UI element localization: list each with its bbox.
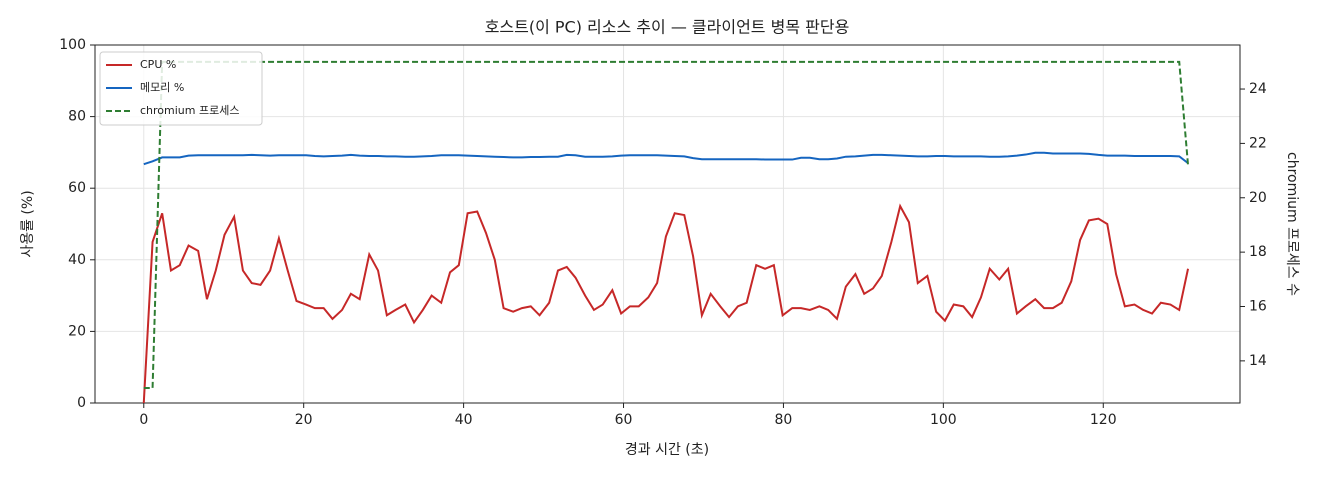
x-tick-label: 20 (295, 412, 313, 428)
y2-tick-label: 18 (1249, 244, 1267, 260)
plot-frame (94, 44, 1241, 404)
x-tick-label: 100 (930, 412, 957, 428)
series-line (142, 203, 1190, 404)
y2-tick-label: 14 (1249, 353, 1267, 369)
x-tick-label: 120 (1090, 412, 1117, 428)
y2-tick-label: 20 (1249, 190, 1267, 206)
y-tick-label: 40 (68, 252, 86, 268)
x-tick-label: 80 (775, 412, 793, 428)
y-tick-label: 20 (68, 323, 86, 339)
series-line (143, 60, 1190, 390)
chart-title: 호스트(이 PC) 리소스 추이 — 클라이언트 병목 판단용 (485, 18, 850, 37)
x-tick-label: 0 (139, 412, 148, 428)
y-tick-label: 60 (68, 180, 86, 196)
y-tick-label: 80 (68, 109, 86, 125)
x-tick-label: 40 (455, 412, 473, 428)
y-tick-label: 0 (77, 395, 86, 411)
legend-label: 메모리 % (140, 81, 184, 94)
legend-label: chromium 프로세스 (140, 104, 239, 117)
x-tick-label: 60 (615, 412, 633, 428)
x-axis-label: 경과 시간 (초) (625, 442, 709, 458)
legend-label: CPU % (140, 58, 176, 71)
y2-tick-label: 16 (1249, 299, 1267, 315)
y2-tick-label: 22 (1249, 135, 1267, 151)
y2-axis-label: chromium 프로세스 수 (1284, 152, 1300, 296)
y-axis-label: 사용률 (%) (20, 190, 36, 257)
y2-tick-label: 24 (1249, 81, 1267, 97)
series-line (143, 151, 1189, 166)
legend-box (99, 51, 263, 126)
y-tick-label: 100 (59, 37, 86, 53)
